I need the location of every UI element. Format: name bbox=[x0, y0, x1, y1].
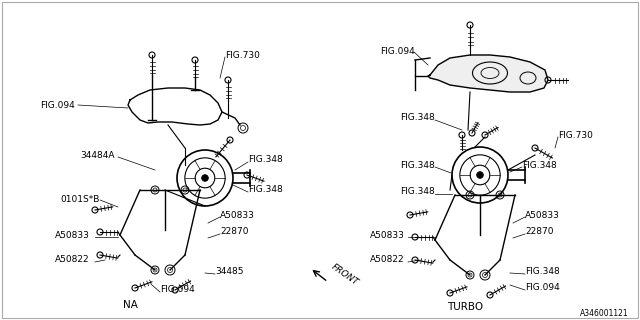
Text: FIG.094: FIG.094 bbox=[380, 47, 415, 57]
Text: NA: NA bbox=[123, 300, 138, 310]
Text: A50833: A50833 bbox=[370, 230, 405, 239]
Text: TURBO: TURBO bbox=[447, 302, 483, 312]
Text: FIG.348: FIG.348 bbox=[248, 186, 283, 195]
Text: FIG.094: FIG.094 bbox=[525, 284, 560, 292]
Text: FIG.094: FIG.094 bbox=[160, 285, 195, 294]
Text: FIG.348: FIG.348 bbox=[248, 156, 283, 164]
Text: A50833: A50833 bbox=[220, 211, 255, 220]
Text: 22870: 22870 bbox=[220, 228, 248, 236]
Text: FIG.094: FIG.094 bbox=[40, 100, 75, 109]
Text: A50822: A50822 bbox=[55, 255, 90, 265]
Polygon shape bbox=[428, 55, 548, 92]
Text: FIG.730: FIG.730 bbox=[225, 51, 260, 60]
Text: A346001121: A346001121 bbox=[580, 308, 628, 317]
Text: FIG.348: FIG.348 bbox=[525, 268, 560, 276]
Circle shape bbox=[202, 175, 209, 181]
Text: 22870: 22870 bbox=[525, 228, 554, 236]
Text: 0101S*B: 0101S*B bbox=[60, 196, 99, 204]
Text: A50833: A50833 bbox=[55, 230, 90, 239]
Text: 34484A: 34484A bbox=[80, 150, 115, 159]
Text: FIG.348: FIG.348 bbox=[400, 188, 435, 196]
Text: FIG.730: FIG.730 bbox=[558, 131, 593, 140]
Text: FIG.348: FIG.348 bbox=[400, 114, 435, 123]
Text: A50822: A50822 bbox=[370, 255, 404, 265]
Circle shape bbox=[477, 172, 483, 178]
Text: FIG.348: FIG.348 bbox=[400, 161, 435, 170]
Text: FRONT: FRONT bbox=[330, 262, 360, 287]
Text: A50833: A50833 bbox=[525, 211, 560, 220]
Text: 34485: 34485 bbox=[215, 268, 243, 276]
Text: FIG.348: FIG.348 bbox=[522, 161, 557, 170]
